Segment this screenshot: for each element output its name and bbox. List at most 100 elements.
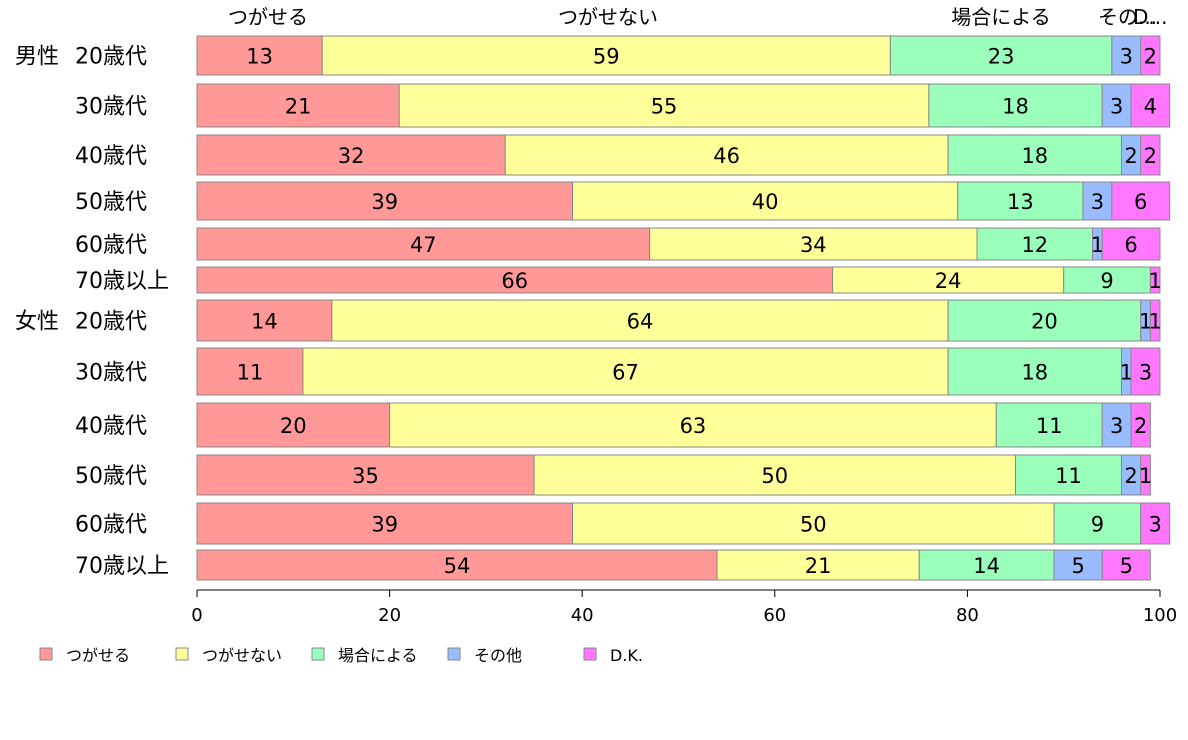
x-tick-label: 0 bbox=[191, 605, 202, 626]
bar-segment bbox=[196, 134, 506, 176]
legend-swatch bbox=[583, 647, 597, 661]
row-label: 70歳以上 bbox=[75, 269, 169, 294]
row-label: 50歳代 bbox=[75, 464, 147, 489]
data-label: 14 bbox=[973, 554, 1000, 578]
data-label: 3 bbox=[1139, 361, 1152, 385]
row-label: 30歳代 bbox=[75, 95, 147, 120]
data-label: 20 bbox=[1031, 310, 1058, 334]
data-label: 1 bbox=[1148, 310, 1161, 334]
data-label: 34 bbox=[800, 233, 827, 257]
data-label: 50 bbox=[761, 464, 788, 488]
data-label: 5 bbox=[1071, 554, 1084, 578]
bar-segment bbox=[1130, 347, 1161, 396]
data-label: 64 bbox=[627, 310, 654, 334]
bar-segment bbox=[572, 502, 1055, 545]
data-label: 1 bbox=[1091, 233, 1104, 257]
group-label: 男性 bbox=[15, 45, 59, 70]
legend-label: その他 bbox=[474, 646, 522, 665]
bar-segment bbox=[1082, 181, 1113, 221]
data-label: 20 bbox=[280, 414, 307, 438]
data-label: 18 bbox=[1021, 144, 1048, 168]
data-label: 47 bbox=[410, 233, 437, 257]
data-label: 55 bbox=[651, 95, 678, 119]
bar-segment bbox=[331, 299, 949, 342]
data-label: 32 bbox=[338, 144, 365, 168]
data-label: 13 bbox=[1007, 190, 1034, 214]
bar-segment bbox=[1130, 83, 1171, 128]
data-label: 1 bbox=[1120, 361, 1133, 385]
row-label: 50歳代 bbox=[75, 190, 147, 215]
legend-label: D.K. bbox=[610, 646, 643, 665]
data-label: 1 bbox=[1148, 269, 1161, 293]
legend-swatch bbox=[447, 647, 461, 661]
bar-segment bbox=[1101, 549, 1151, 581]
legend-swatch bbox=[175, 647, 189, 661]
x-tick-label: 60 bbox=[763, 605, 786, 626]
data-label: 14 bbox=[251, 310, 278, 334]
data-label: 18 bbox=[1002, 95, 1029, 119]
bar-segment bbox=[1149, 299, 1161, 342]
bar-segment bbox=[1111, 181, 1171, 221]
row-label: 20歳代 bbox=[75, 45, 147, 70]
data-label: 9 bbox=[1091, 513, 1104, 537]
data-label: 11 bbox=[237, 361, 264, 385]
bar-segment bbox=[1063, 266, 1151, 294]
bar-segment bbox=[957, 181, 1084, 221]
data-label: 35 bbox=[352, 464, 379, 488]
bar-segment bbox=[1101, 402, 1132, 448]
data-label: 3 bbox=[1110, 95, 1123, 119]
data-label: 5 bbox=[1120, 554, 1133, 578]
bar-segment bbox=[572, 181, 959, 221]
bar-segment bbox=[976, 227, 1094, 261]
bar-segment bbox=[1101, 227, 1161, 261]
data-label: 1 bbox=[1139, 464, 1152, 488]
series-header-label: つがせない bbox=[558, 5, 658, 29]
legend-label: 場合による bbox=[338, 646, 418, 665]
x-tick-label: 80 bbox=[956, 605, 979, 626]
bar-segment bbox=[302, 347, 949, 396]
data-label: 1 bbox=[1139, 310, 1152, 334]
bar-segment bbox=[1130, 402, 1151, 448]
data-label: 23 bbox=[988, 45, 1015, 69]
row-label: 40歳代 bbox=[75, 144, 147, 169]
series-header-label: 場合による bbox=[951, 5, 1050, 29]
bar-segment bbox=[1140, 134, 1161, 176]
bar-segment bbox=[1053, 549, 1103, 581]
series-header-label: その... bbox=[1098, 5, 1157, 29]
bar-segment bbox=[196, 347, 304, 396]
row-label: 70歳以上 bbox=[75, 554, 169, 579]
bar-segment bbox=[1015, 454, 1122, 496]
data-label: 46 bbox=[713, 144, 740, 168]
series-header-label: つがせる bbox=[228, 5, 308, 29]
bar-segment bbox=[196, 266, 834, 294]
bar-segment bbox=[947, 299, 1142, 342]
data-label: 40 bbox=[752, 190, 779, 214]
bar-segment bbox=[398, 83, 930, 128]
bar-segment bbox=[196, 502, 574, 545]
data-label: 11 bbox=[1036, 414, 1063, 438]
data-label: 63 bbox=[680, 414, 707, 438]
bar-segment bbox=[196, 83, 400, 128]
data-label: 4 bbox=[1144, 95, 1157, 119]
bar-segment bbox=[533, 454, 1017, 496]
row-label: 40歳代 bbox=[75, 414, 147, 439]
data-label: 39 bbox=[371, 513, 398, 537]
data-label: 54 bbox=[444, 554, 471, 578]
bar-segment bbox=[389, 402, 997, 448]
row-label: 60歳代 bbox=[75, 233, 147, 258]
bar-segment bbox=[1149, 266, 1161, 294]
x-tick-label: 100 bbox=[1143, 605, 1177, 626]
bar-segment bbox=[321, 35, 891, 76]
data-label: 67 bbox=[612, 361, 639, 385]
data-label: 6 bbox=[1124, 233, 1137, 257]
x-tick-label: 40 bbox=[571, 605, 594, 626]
legend-swatch bbox=[39, 647, 53, 661]
data-label: 24 bbox=[935, 269, 962, 293]
data-label: 2 bbox=[1144, 144, 1157, 168]
group-label: 女性 bbox=[15, 310, 59, 335]
data-label: 21 bbox=[285, 95, 312, 119]
data-label: 18 bbox=[1021, 361, 1048, 385]
row-label: 30歳代 bbox=[75, 361, 147, 386]
